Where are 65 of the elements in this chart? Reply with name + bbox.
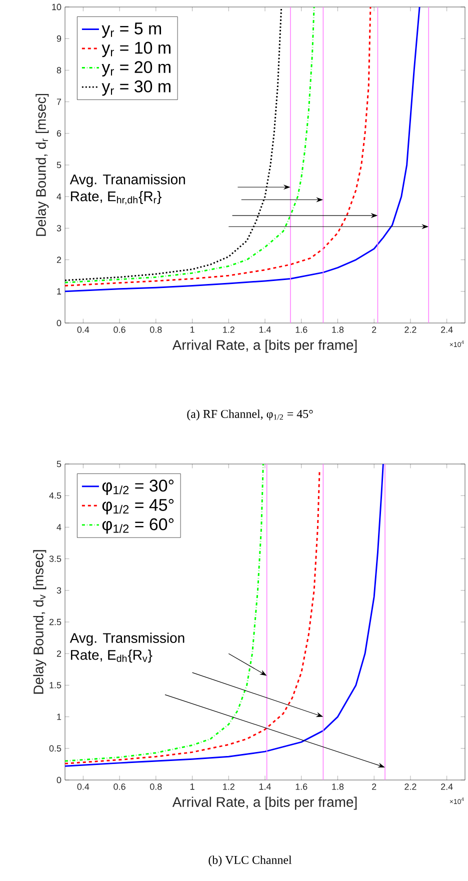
- x-axis-title: Arrival Rate, a [bits per frame]: [172, 340, 357, 353]
- y-tick-label: 0: [56, 776, 62, 784]
- y-tick-label: 3: [56, 587, 62, 594]
- y-tick-label: 2: [56, 650, 62, 657]
- legend-label: φ$_{1/2}$ = 60°: [102, 518, 174, 534]
- x-tick-label: 1.4: [259, 784, 271, 790]
- y-tick-label: 10: [52, 4, 62, 10]
- y-axis-title: Delay Bound, d$_{r}$ [msec]: [36, 94, 49, 236]
- x-tick-label: 0.4: [77, 326, 90, 333]
- y-tick-label: 3: [56, 225, 62, 232]
- legend-label: y$_{r}$ = 5 m: [102, 22, 162, 38]
- annotation: Avg. Transmission: [70, 632, 184, 646]
- x-tick-label: 1: [190, 326, 194, 333]
- x-tick-label: 2.2: [404, 784, 416, 790]
- x-tick-label: 1.2: [223, 326, 234, 333]
- y-tick-label: 1: [57, 714, 62, 720]
- y-tick-label: 2: [56, 256, 62, 263]
- x-tick-label: 2: [372, 784, 376, 790]
- line-series: [65, 464, 264, 762]
- x-tick-label: 1: [190, 784, 194, 790]
- legend-label: φ$_{1/2}$ = 45°: [102, 498, 174, 514]
- x-tick-label: 1.8: [332, 326, 344, 333]
- x-tick-label: 2: [372, 326, 376, 333]
- y-tick-label: 3.5: [49, 556, 62, 562]
- x-tick-label: 1.6: [296, 784, 308, 790]
- legend-label: φ$_{1/2}$ = 30°: [102, 480, 174, 496]
- x-tick-label: 0.6: [114, 326, 126, 333]
- x-tick-label: 1.6: [296, 326, 308, 333]
- text: (a) RF Channel, φ$_{1/2}$ = 45°: [187, 410, 313, 420]
- x-tick-label: 2.4: [441, 784, 453, 790]
- y-tick-label: 9: [56, 35, 62, 42]
- x-tick-label: 2.4: [441, 326, 453, 333]
- legend-label: y$_{r}$ = 30 m: [102, 80, 170, 96]
- x-tick-label: 0.6: [114, 784, 126, 790]
- y-tick-label: 4: [56, 524, 62, 530]
- y-tick-label: 8: [56, 67, 62, 74]
- text: (b) VLC Channel: [208, 856, 292, 866]
- annotation: Avg. Tranamission: [70, 174, 185, 188]
- line-series: [65, 6, 420, 292]
- y-tick-label: 6: [56, 130, 62, 137]
- legend-label: y$_{r}$ = 10 m: [102, 42, 170, 58]
- x-tick-label: 1.4: [259, 326, 271, 333]
- y-tick-label: 0: [56, 320, 62, 326]
- annotation: Rate, E$_{hr,dh}${R$_{r}$}: [70, 191, 162, 205]
- y-tick-label: 0.5: [49, 745, 62, 752]
- x-tick-label: 1.8: [332, 784, 344, 790]
- annotation: Rate, E$_{dh}${R$_{v}$}: [70, 650, 152, 663]
- y-tick-label: 5: [56, 460, 62, 468]
- x-tick-label: 2.2: [404, 326, 416, 333]
- x-tick-label: 0.4: [77, 784, 90, 790]
- line-series: [65, 6, 372, 286]
- legend-label: y$_{r}$ = 20 m: [102, 61, 170, 76]
- y-tick-label: 4: [56, 194, 62, 200]
- y-tick-label: 1.5: [50, 682, 62, 688]
- y-tick-label: 7: [56, 98, 62, 105]
- line-series: [65, 470, 320, 764]
- x-tick-label: 0.8: [150, 784, 162, 790]
- x-tick-label: 1.2: [223, 784, 234, 790]
- x-axis-title: Arrival Rate, a [bits per frame]: [172, 796, 357, 810]
- y-tick-label: 1: [57, 288, 62, 294]
- y-tick-label: 5: [56, 162, 62, 168]
- y-tick-label: 4.5: [49, 492, 62, 499]
- x-tick-label: 0.8: [150, 326, 162, 333]
- y-axis-title: Delay Bound, d$_{v}$ [msec]: [33, 550, 46, 694]
- y-tick-label: 2.5: [49, 618, 62, 626]
